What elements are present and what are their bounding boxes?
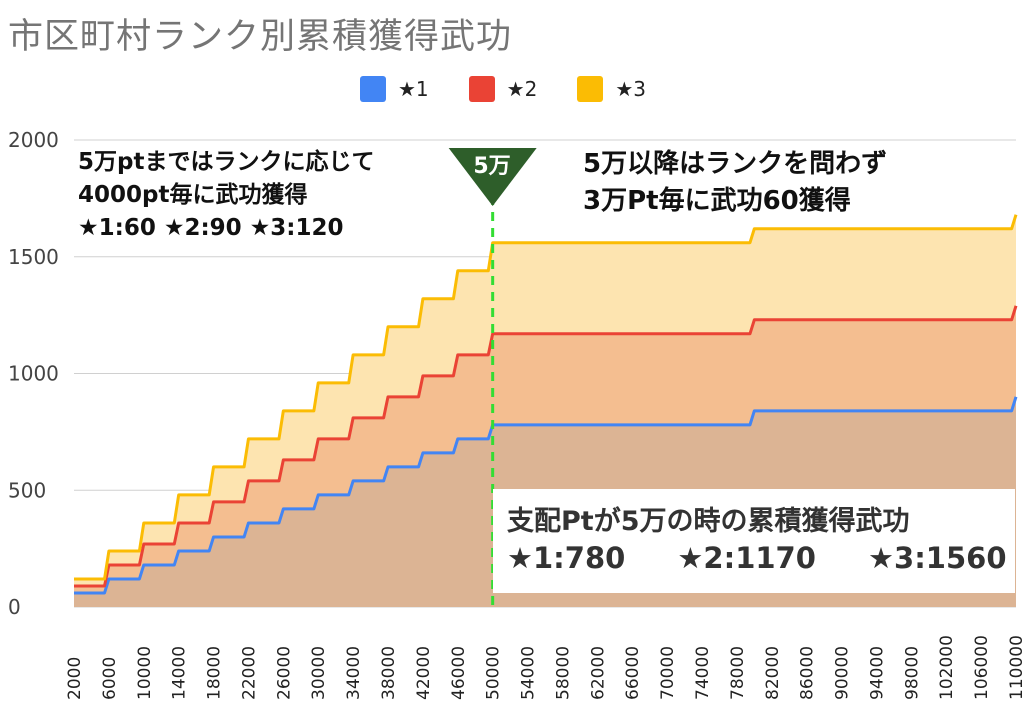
annotation-right-line2: 3万Pt毎に武功60獲得 xyxy=(583,186,851,216)
x-tick-label-74000: 74000 xyxy=(693,646,713,700)
x-tick-label-78000: 78000 xyxy=(728,646,748,700)
x-tick-label-66000: 66000 xyxy=(623,646,643,700)
x-tick-label-2000: 2000 xyxy=(65,657,85,700)
x-tick-label-34000: 34000 xyxy=(344,646,364,700)
annotation-left-line2: 4000pt毎に武功獲得 xyxy=(78,182,308,208)
x-tick-label-102000: 102000 xyxy=(937,635,957,700)
x-tick-label-82000: 82000 xyxy=(763,646,783,700)
annotation-left: 5万ptまではランクに応じて 4000pt毎に武功獲得 ★1:60 ★2:90 … xyxy=(78,146,374,245)
legend-label-star3: ★3 xyxy=(615,77,646,101)
legend-label-star2: ★2 xyxy=(506,77,538,101)
x-tick-label-94000: 94000 xyxy=(867,646,887,700)
x-tick-label-14000: 14000 xyxy=(170,646,190,700)
y-tick-label-0: 0 xyxy=(8,595,21,619)
line-series-3 xyxy=(74,214,1018,581)
x-tick-label-38000: 38000 xyxy=(379,646,399,700)
y-tick-label-1000: 1000 xyxy=(8,362,59,386)
annotation-left-line3: ★1:60 ★2:90 ★3:120 xyxy=(78,215,344,241)
legend-swatch-star3 xyxy=(577,76,604,102)
annotation-right-line1: 5万以降はランクを問わず xyxy=(583,149,888,179)
x-tick-label-30000: 30000 xyxy=(309,646,329,700)
line-series-2 xyxy=(74,305,1018,588)
chart-title: 市区町村ランク別累積獲得武功 xyxy=(8,17,513,57)
summary-value-star3: ★3:1560 xyxy=(868,541,1007,575)
y-tick-label-1500: 1500 xyxy=(8,245,59,269)
x-tick-label-70000: 70000 xyxy=(658,646,678,700)
legend-label-star1: ★1 xyxy=(398,77,429,101)
summary-values: ★1:780 ★2:1170 ★3:1560 xyxy=(507,541,1024,575)
x-tick-label-10000: 10000 xyxy=(135,646,155,700)
x-tick-label-50000: 50000 xyxy=(484,646,504,700)
summary-value-star1: ★1:780 xyxy=(507,541,626,575)
legend: ★1 ★2 ★3 xyxy=(360,76,686,102)
summary-box xyxy=(493,489,1015,593)
x-tick-label-42000: 42000 xyxy=(414,646,434,700)
legend-swatch-star2 xyxy=(468,76,495,102)
x-tick-label-90000: 90000 xyxy=(833,646,853,700)
legend-item-star2[interactable]: ★2 xyxy=(468,76,538,102)
x-tick-label-54000: 54000 xyxy=(519,646,539,700)
x-tick-label-98000: 98000 xyxy=(902,646,922,700)
x-tick-label-46000: 46000 xyxy=(449,646,469,700)
annotation-right: 5万以降はランクを問わず 3万Pt毎に武功60獲得 xyxy=(583,146,887,220)
x-tick-label-22000: 22000 xyxy=(239,646,259,700)
legend-item-star3[interactable]: ★3 xyxy=(577,76,646,102)
x-tick-label-106000: 106000 xyxy=(972,635,992,700)
annotation-left-line1: 5万ptまではランクに応じて xyxy=(78,149,375,175)
x-tick-label-26000: 26000 xyxy=(274,646,294,700)
x-tick-label-6000: 6000 xyxy=(100,657,120,700)
x-tick-label-58000: 58000 xyxy=(553,646,573,700)
summary-title: 支配Ptが5万の時の累積獲得武功 xyxy=(507,506,910,537)
marker-label: 5万 xyxy=(473,154,511,179)
x-tick-label-110000: 110000 xyxy=(1007,635,1024,700)
marker-triangle xyxy=(448,148,537,206)
legend-swatch-star1 xyxy=(360,76,386,102)
x-tick-label-18000: 18000 xyxy=(205,646,225,700)
summary-value-star2: ★2:1170 xyxy=(677,541,816,575)
y-tick-label-500: 500 xyxy=(8,478,46,502)
line-series-1 xyxy=(74,396,1018,595)
legend-item-star1[interactable]: ★1 xyxy=(360,76,429,102)
y-tick-label-2000: 2000 xyxy=(8,128,59,152)
x-tick-label-62000: 62000 xyxy=(588,646,608,700)
x-tick-label-86000: 86000 xyxy=(798,646,818,700)
